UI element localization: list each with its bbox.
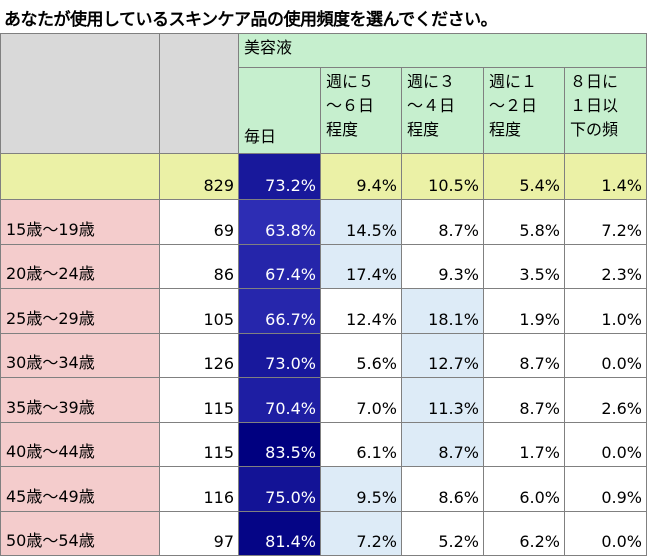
value-cell: 9.4% <box>320 153 402 200</box>
table-row: 50歳～54歳 97 81.4% 7.2% 5.2% 6.2% 0.0% <box>0 510 647 556</box>
value-cell: 0.0% <box>564 332 647 378</box>
daily-value-cell: 73.0% <box>238 332 321 378</box>
row-label-cell <box>0 153 160 200</box>
value-cell: 10.5% <box>401 153 484 200</box>
n-cell: 126 <box>159 332 239 378</box>
value-cell: 5.6% <box>320 332 402 378</box>
value-cell: 5.4% <box>483 153 565 200</box>
row-label-cell: 15歳～19歳 <box>0 199 160 245</box>
table-row: 35歳～39歳 115 70.4% 7.0% 11.3% 8.7% 2.6% <box>0 377 647 423</box>
corner-cell <box>0 33 160 154</box>
value-cell: 2.3% <box>564 243 647 289</box>
daily-value-cell: 63.8% <box>238 199 321 245</box>
table-row: 30歳～34歳 126 73.0% 5.6% 12.7% 8.7% 0.0% <box>0 332 647 378</box>
daily-value-cell: 81.4% <box>238 510 321 556</box>
column-header-label: ８日に １日以 下の頻 <box>570 72 619 139</box>
daily-value-cell: 83.5% <box>238 421 321 467</box>
n-cell: 829 <box>159 153 239 200</box>
n-cell: 86 <box>159 243 239 289</box>
value-cell: 6.0% <box>483 466 565 512</box>
value-cell: 14.5% <box>320 199 402 245</box>
data-table: 美容液 毎日 週に５ ～６日 程度 週に３ ～４日 程度 週に１ ～２日 程度 … <box>0 33 647 556</box>
value-cell: 6.2% <box>483 510 565 556</box>
row-label-cell: 25歳～29歳 <box>0 288 160 334</box>
group-header-cell: 美容液 <box>238 33 647 68</box>
n-cell: 97 <box>159 510 239 556</box>
value-cell: 3.5% <box>483 243 565 289</box>
row-label-cell: 40歳～44歳 <box>0 421 160 467</box>
row-label-cell: 30歳～34歳 <box>0 332 160 378</box>
value-cell: 7.2% <box>564 199 647 245</box>
n-cell: 69 <box>159 199 239 245</box>
table-row: 20歳～24歳 86 67.4% 17.4% 9.3% 3.5% 2.3% <box>0 243 647 289</box>
row-label-cell: 50歳～54歳 <box>0 510 160 556</box>
value-cell: 7.0% <box>320 377 402 423</box>
value-cell: 11.3% <box>401 377 484 423</box>
column-header-cell: 週に１ ～２日 程度 <box>483 67 565 154</box>
value-cell: 8.7% <box>401 421 484 467</box>
column-header-label: 毎日 <box>244 127 277 146</box>
value-cell: 0.9% <box>564 466 647 512</box>
value-cell: 18.1% <box>401 288 484 334</box>
value-cell: 0.0% <box>564 510 647 556</box>
value-cell: 1.7% <box>483 421 565 467</box>
value-cell: 6.1% <box>320 421 402 467</box>
value-cell: 12.7% <box>401 332 484 378</box>
value-cell: 8.7% <box>483 332 565 378</box>
value-cell: 0.0% <box>564 421 647 467</box>
table-row: 15歳～19歳 69 63.8% 14.5% 8.7% 5.8% 7.2% <box>0 199 647 245</box>
value-cell: 2.6% <box>564 377 647 423</box>
value-cell: 1.9% <box>483 288 565 334</box>
n-cell: 115 <box>159 377 239 423</box>
column-header-label: 週に５ ～６日 程度 <box>326 72 375 139</box>
value-cell: 9.5% <box>320 466 402 512</box>
column-header-label: 週に１ ～２日 程度 <box>489 72 538 139</box>
n-cell: 115 <box>159 421 239 467</box>
page-title: あなたが使用しているスキンケア品の使用頻度を選んでください。 <box>4 10 498 30</box>
daily-value-cell: 67.4% <box>238 243 321 289</box>
column-header-cell: 週に５ ～６日 程度 <box>320 67 402 154</box>
value-cell: 8.7% <box>483 377 565 423</box>
row-label-cell: 35歳～39歳 <box>0 377 160 423</box>
value-cell: 5.2% <box>401 510 484 556</box>
daily-value-cell: 75.0% <box>238 466 321 512</box>
value-cell: 7.2% <box>320 510 402 556</box>
value-cell: 17.4% <box>320 243 402 289</box>
column-header-cell: 毎日 <box>238 67 321 154</box>
daily-value-cell: 66.7% <box>238 288 321 334</box>
value-cell: 8.6% <box>401 466 484 512</box>
row-label-cell: 45歳～49歳 <box>0 466 160 512</box>
total-row: 829 73.2% 9.4% 10.5% 5.4% 1.4% <box>0 153 647 200</box>
value-cell: 1.4% <box>564 153 647 200</box>
value-cell: 12.4% <box>320 288 402 334</box>
n-header-cell <box>159 33 239 154</box>
group-header-label: 美容液 <box>244 38 293 57</box>
n-cell: 116 <box>159 466 239 512</box>
column-header-label: 週に３ ～４日 程度 <box>407 72 456 139</box>
table-row: 45歳～49歳 116 75.0% 9.5% 8.6% 6.0% 0.9% <box>0 466 647 512</box>
column-header-cell: 週に３ ～４日 程度 <box>401 67 484 154</box>
value-cell: 8.7% <box>401 199 484 245</box>
table-row: 40歳～44歳 115 83.5% 6.1% 8.7% 1.7% 0.0% <box>0 421 647 467</box>
header-row-columns: 毎日 週に５ ～６日 程度 週に３ ～４日 程度 週に１ ～２日 程度 ８日に … <box>1 67 647 154</box>
row-label-cell: 20歳～24歳 <box>0 243 160 289</box>
table-row: 25歳～29歳 105 66.7% 12.4% 18.1% 1.9% 1.0% <box>0 288 647 334</box>
header-row-group: 美容液 <box>0 33 647 154</box>
n-cell: 105 <box>159 288 239 334</box>
column-header-cell: ８日に １日以 下の頻 <box>564 67 647 154</box>
value-cell: 5.8% <box>483 199 565 245</box>
daily-value-cell: 73.2% <box>238 153 321 200</box>
value-cell: 9.3% <box>401 243 484 289</box>
daily-value-cell: 70.4% <box>238 377 321 423</box>
value-cell: 1.0% <box>564 288 647 334</box>
